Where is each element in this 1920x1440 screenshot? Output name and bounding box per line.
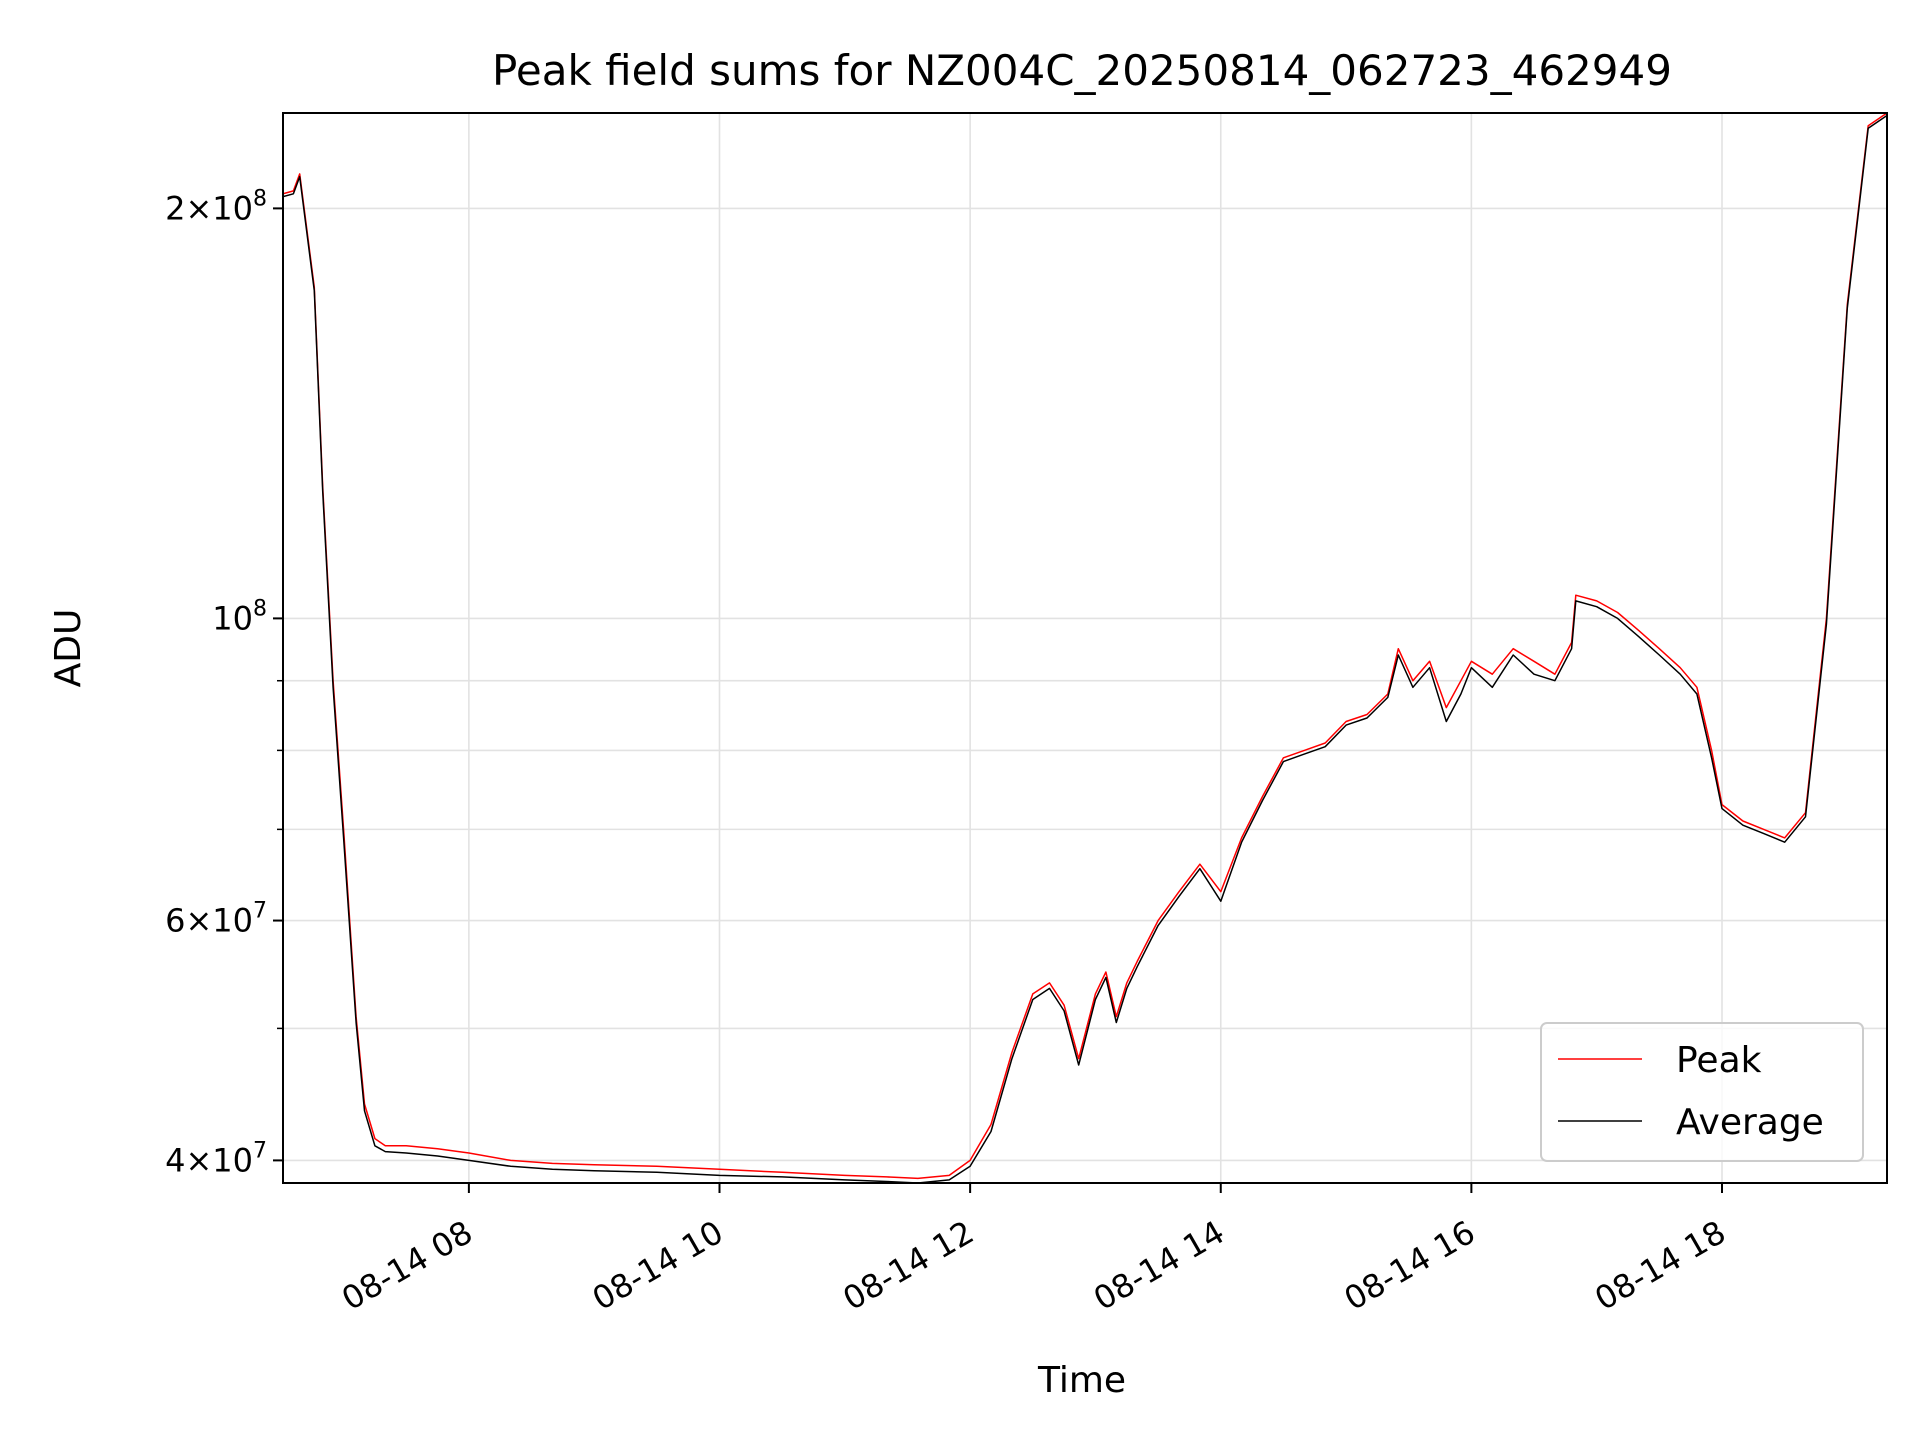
plot-frame xyxy=(282,112,1888,1184)
y-tick-label: 108 xyxy=(212,596,267,637)
series-lines xyxy=(283,113,1887,1183)
legend-label-average: Average xyxy=(1676,1102,1824,1143)
x-axis-label: Time xyxy=(1037,1360,1126,1401)
legend: Peak Average xyxy=(1540,1022,1864,1162)
y-tick-label: 4×107 xyxy=(165,1138,267,1179)
plot-background xyxy=(283,113,1887,1183)
legend-box xyxy=(1540,1022,1864,1162)
y-axis: 4×107 6×107 108 2×108 xyxy=(165,186,283,1179)
y-axis-label: ADU xyxy=(48,609,89,688)
series-line-average xyxy=(283,114,1887,1183)
plot-area xyxy=(282,112,1888,1184)
y-tick-label: 6×107 xyxy=(165,899,267,940)
y-tick-label: 2×108 xyxy=(165,186,267,227)
chart-title: Peak field sums for NZ004C_20250814_0627… xyxy=(492,46,1672,95)
legend-label-peak: Peak xyxy=(1676,1040,1762,1081)
series-line-peak xyxy=(283,113,1887,1180)
